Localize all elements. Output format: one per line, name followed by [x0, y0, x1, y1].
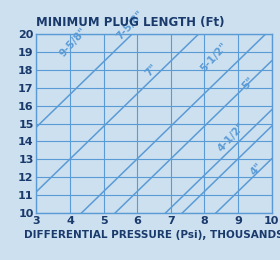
- Text: MINIMUM PLUG LENGTH (Ft): MINIMUM PLUG LENGTH (Ft): [36, 16, 225, 29]
- Text: 7": 7": [143, 62, 159, 79]
- Text: 5": 5": [241, 75, 256, 91]
- Text: 7-5/8": 7-5/8": [115, 9, 146, 42]
- Text: 9-5/8": 9-5/8": [57, 26, 88, 59]
- Text: 4-1/2": 4-1/2": [215, 121, 247, 154]
- Text: 4": 4": [249, 161, 265, 177]
- Text: 5-1/2": 5-1/2": [199, 40, 230, 73]
- X-axis label: DIFFERENTIAL PRESSURE (Psi), THOUSANDS: DIFFERENTIAL PRESSURE (Psi), THOUSANDS: [24, 230, 280, 240]
